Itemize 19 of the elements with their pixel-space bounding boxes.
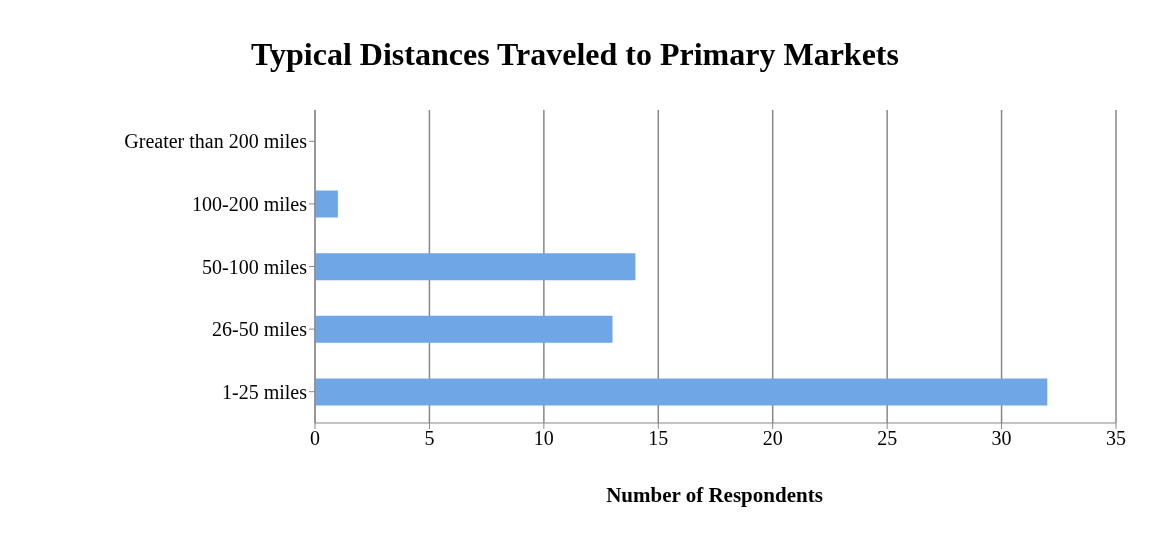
x-tick-label: 5 (424, 427, 435, 450)
bar (315, 253, 636, 281)
x-tick-label: 35 (1106, 427, 1126, 450)
y-tick-label: 100-200 miles (192, 193, 308, 215)
bar (315, 315, 613, 343)
bar (315, 190, 338, 218)
x-tick-label: 30 (991, 427, 1012, 450)
x-tick-label: 25 (877, 427, 898, 450)
x-axis-title: Number of Respondents (605, 483, 824, 508)
chart-title: Typical Distances Traveled to Primary Markets (250, 36, 900, 73)
x-tick-label: 0 (310, 427, 320, 450)
bar (315, 378, 1048, 406)
x-tick-label: 15 (648, 427, 669, 450)
x-tick-label: 10 (533, 427, 554, 450)
y-tick-label: 26-50 miles (212, 318, 308, 341)
x-tick-label: 20 (762, 427, 783, 450)
y-tick-label: Greater than 200 miles (124, 130, 308, 153)
y-tick-label: 1-25 miles (222, 380, 308, 403)
y-tick-label: 50-100 miles (202, 255, 308, 278)
